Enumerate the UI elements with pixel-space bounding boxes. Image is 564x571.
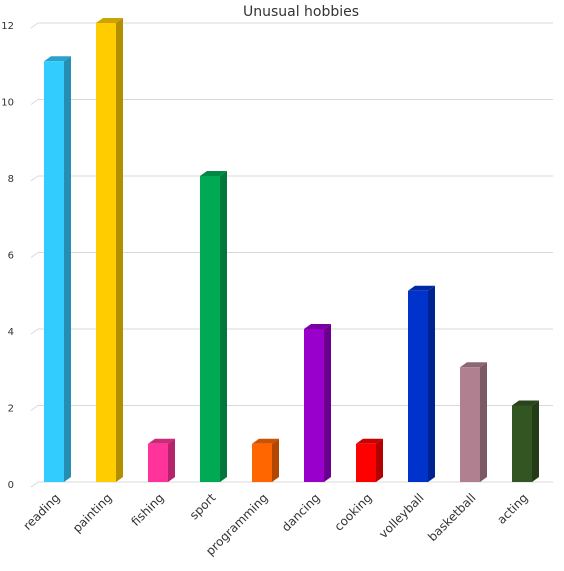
bar-front bbox=[304, 329, 324, 482]
bar-front bbox=[96, 23, 116, 482]
bar-front bbox=[44, 61, 64, 482]
bar-top bbox=[408, 285, 435, 291]
bar bbox=[148, 438, 175, 482]
bar-side bbox=[168, 438, 175, 482]
bar-front bbox=[200, 176, 220, 482]
bar-top bbox=[252, 438, 279, 444]
grid-line-edge bbox=[30, 405, 39, 411]
y-tick-label: 8 bbox=[8, 174, 14, 185]
bar-top bbox=[460, 362, 487, 368]
x-tick-label: acting bbox=[494, 491, 530, 527]
chart-title: Unusual hobbies bbox=[243, 4, 359, 20]
bar-side bbox=[532, 400, 539, 482]
bar-side bbox=[272, 438, 279, 482]
bar bbox=[356, 438, 383, 482]
x-tick-label: painting bbox=[70, 491, 115, 536]
grid-line-edge bbox=[30, 328, 39, 335]
bar-top bbox=[148, 438, 175, 444]
bar-side bbox=[376, 438, 383, 482]
bar-side bbox=[324, 324, 331, 482]
bar-top bbox=[512, 400, 539, 406]
bar bbox=[512, 400, 539, 482]
y-tick-label: 6 bbox=[8, 251, 14, 262]
bar bbox=[408, 285, 435, 482]
bar-top bbox=[96, 18, 123, 23]
bar-top bbox=[200, 171, 227, 176]
bar-front bbox=[356, 443, 376, 482]
bar-side bbox=[116, 18, 123, 482]
x-tick-label: reading bbox=[20, 491, 62, 533]
bar bbox=[96, 18, 123, 482]
bar bbox=[460, 362, 487, 482]
bar-side bbox=[220, 171, 227, 482]
bar-front bbox=[148, 443, 168, 482]
bar-side bbox=[64, 56, 71, 482]
x-tick-label: sport bbox=[187, 490, 219, 522]
y-tick-label: 12 bbox=[1, 21, 14, 32]
bar-top bbox=[356, 438, 383, 444]
x-tick-label: dancing bbox=[279, 491, 323, 535]
bar-front bbox=[252, 443, 272, 482]
grid-line-edge bbox=[30, 175, 39, 182]
bar bbox=[200, 171, 227, 482]
y-tick-label: 10 bbox=[1, 98, 14, 109]
x-tick-label: cooking bbox=[332, 491, 375, 534]
bar-front bbox=[408, 290, 428, 482]
y-tick-label: 4 bbox=[8, 327, 14, 338]
bar-side bbox=[428, 285, 435, 482]
bar-side bbox=[480, 362, 487, 482]
bar bbox=[252, 438, 279, 482]
bar-top bbox=[44, 56, 71, 62]
bar bbox=[44, 56, 71, 482]
bar-top bbox=[304, 324, 331, 329]
x-tick-label: basketball bbox=[425, 491, 478, 544]
grid-line-edge bbox=[30, 481, 39, 488]
bar bbox=[304, 324, 331, 482]
grid-line-edge bbox=[30, 22, 39, 29]
x-tick-label: volleyball bbox=[376, 491, 426, 541]
grid-line-edge bbox=[30, 99, 39, 105]
y-tick-label: 2 bbox=[8, 404, 14, 415]
bar-front bbox=[512, 405, 532, 482]
y-tick-label: 0 bbox=[8, 480, 14, 491]
bar-front bbox=[460, 367, 480, 482]
x-tick-label: fishing bbox=[128, 491, 166, 529]
grid-line-edge bbox=[30, 252, 39, 258]
